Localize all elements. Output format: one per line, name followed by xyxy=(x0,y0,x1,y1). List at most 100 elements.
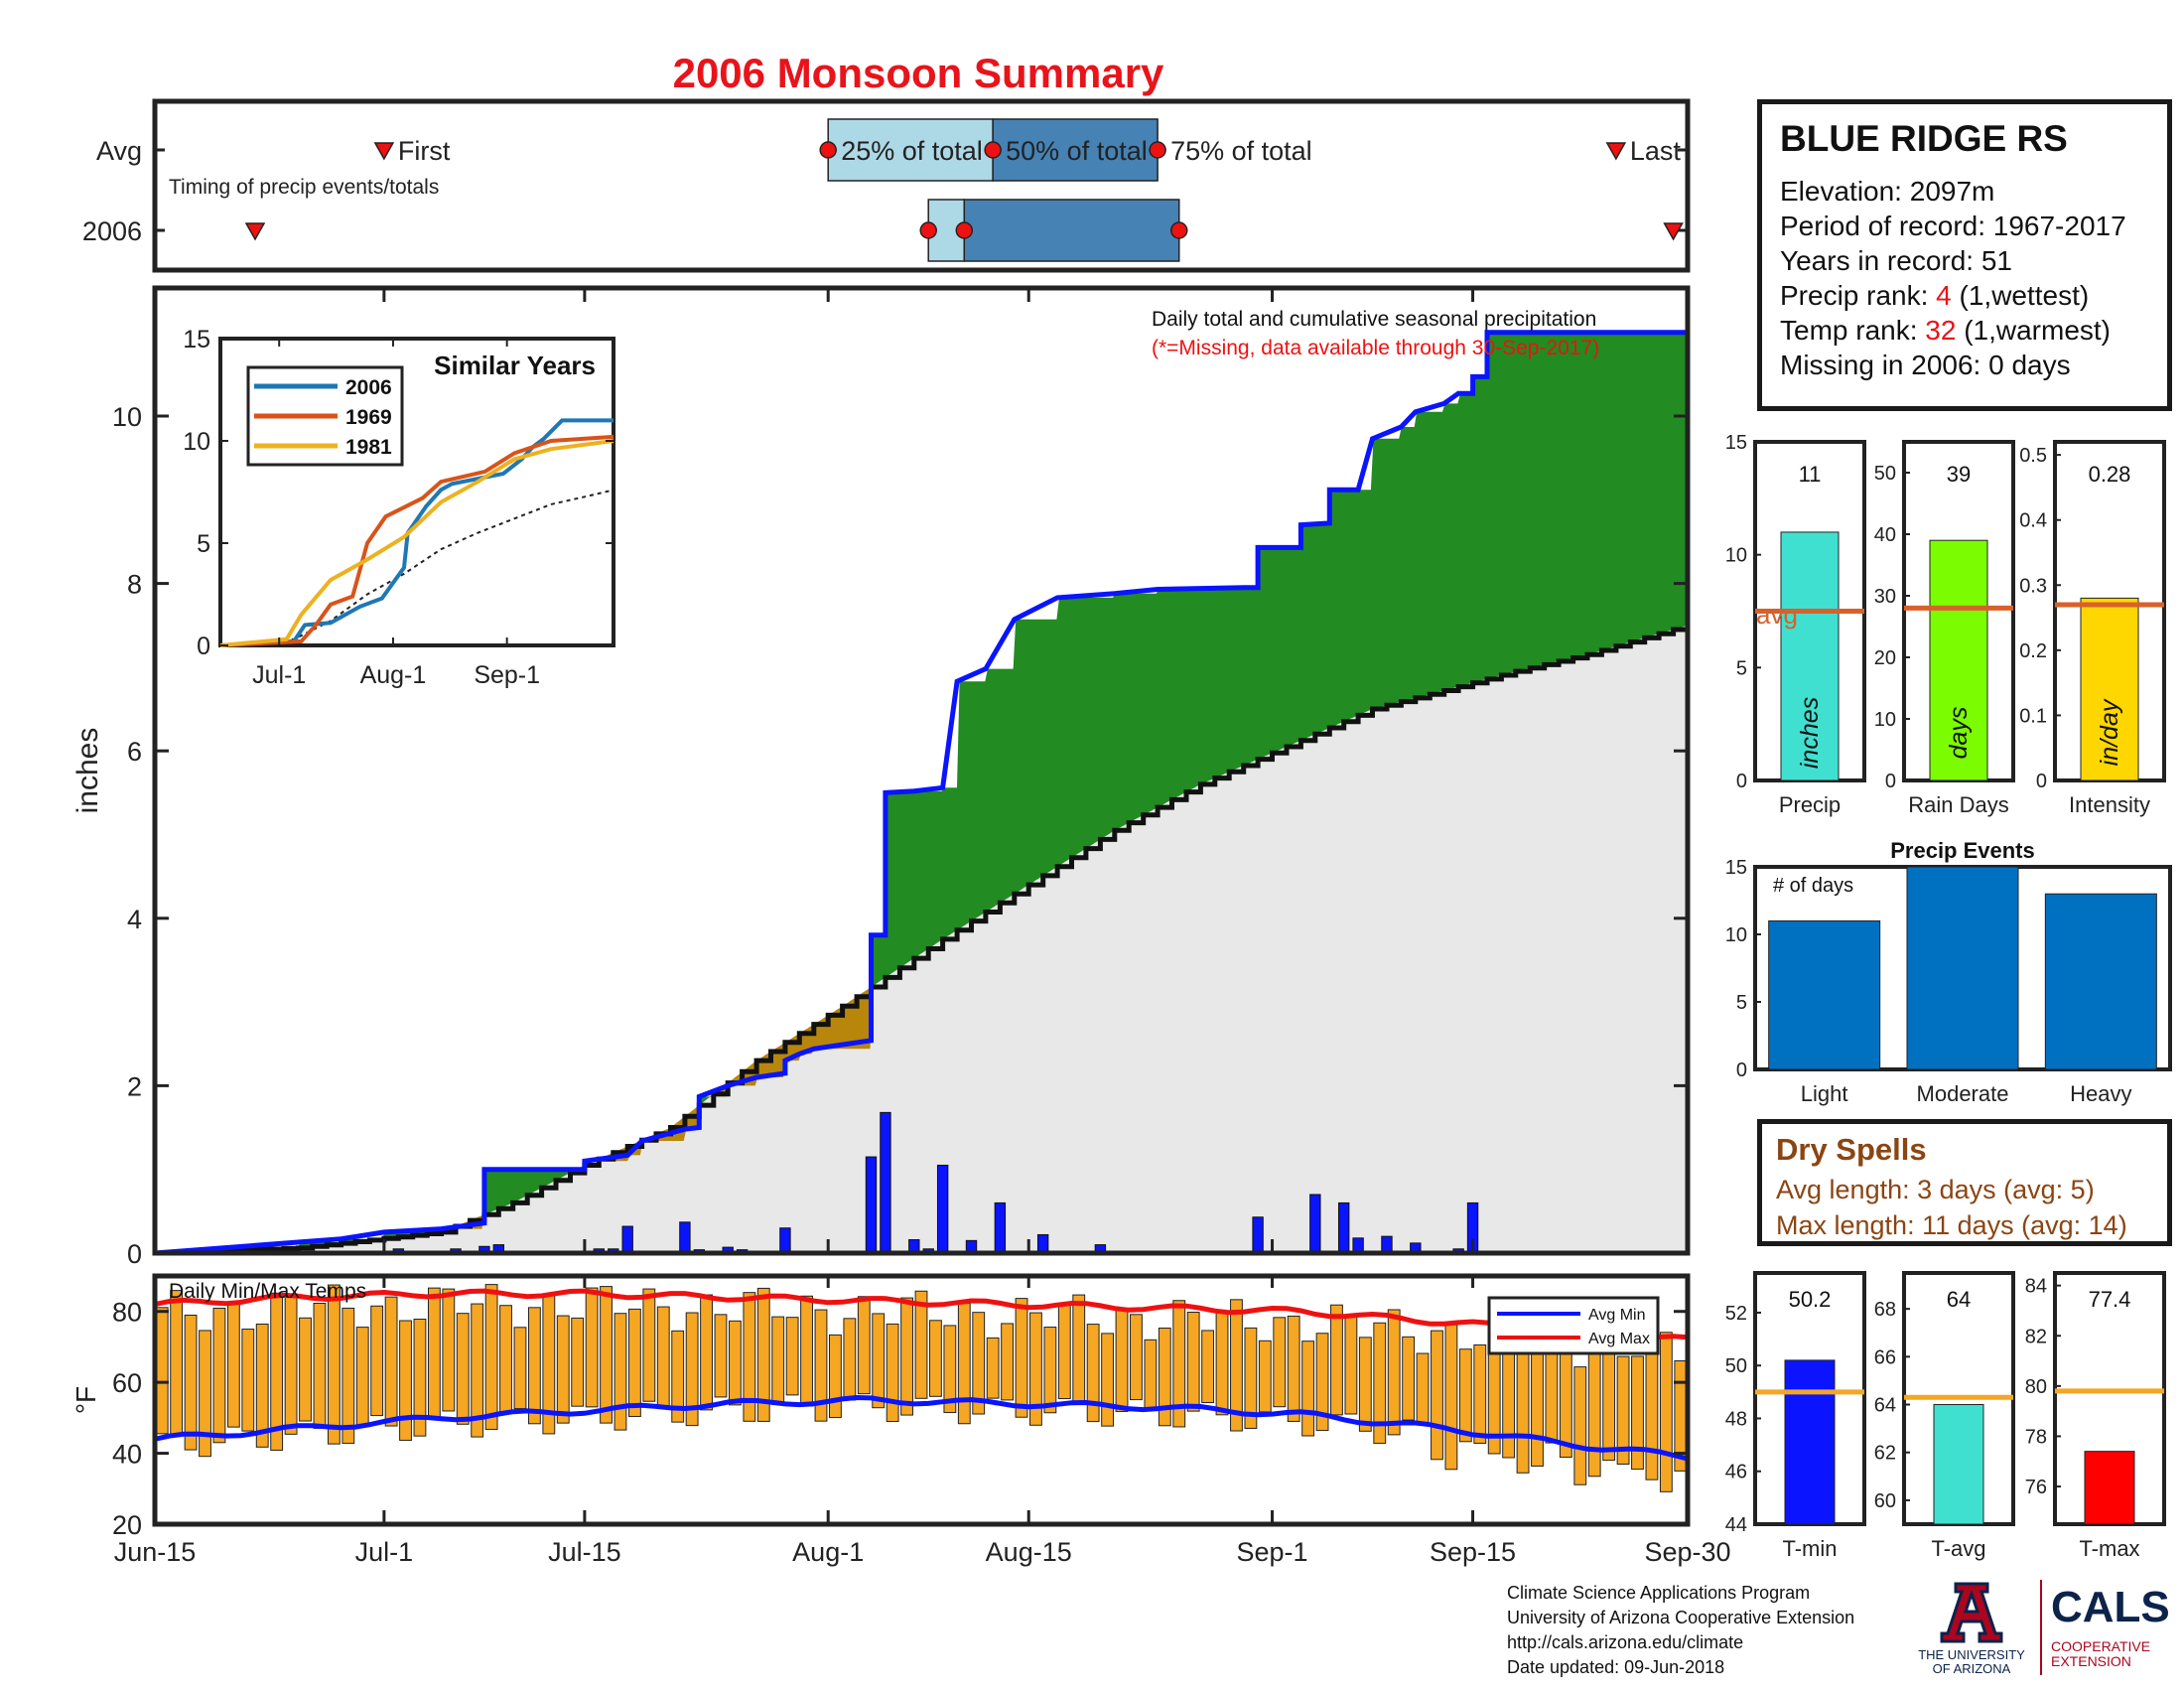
temp-range-bar xyxy=(685,1312,699,1427)
tsum-bar xyxy=(2084,1451,2135,1525)
temp-range-bar xyxy=(986,1337,1000,1399)
daily-precip-bar xyxy=(936,1164,949,1254)
inset-title: Similar Years xyxy=(434,351,596,380)
temp-range-bar xyxy=(255,1323,269,1448)
temps-panel: 20 40 60 80 Jun-15 Jul-1 Jul-15 Aug-1 Aug-15 Sep-… xyxy=(70,1273,1731,1567)
totals-value-label: 0.28 xyxy=(2089,462,2131,487)
totals-y-tick-label: 30 xyxy=(1874,586,1896,608)
temp-rank-value: 32 xyxy=(1925,315,1957,346)
totals-y-tick-label: 15 xyxy=(1725,432,1747,454)
ua-line-1: THE UNIVERSITY xyxy=(1918,1647,2025,1662)
timing-marker-first xyxy=(373,142,395,161)
main-y-tick-label: 2 xyxy=(127,1071,142,1101)
totals-y-tick-label: 0 xyxy=(1736,771,1747,792)
totals-y-tick-label: 0.1 xyxy=(2019,705,2047,727)
temp-range-bar xyxy=(943,1325,957,1414)
temp-range-bar xyxy=(413,1319,427,1437)
temp-range-bar xyxy=(1172,1300,1186,1428)
totals-y-tick-label: 0 xyxy=(1885,771,1896,792)
x-tick-label: Aug-15 xyxy=(986,1537,1072,1567)
logo-graphics: THE UNIVERSITY OF ARIZONA CALS COOPERATI… xyxy=(1918,1580,2170,1676)
daily-precip-bar xyxy=(1381,1235,1393,1254)
temp-range-bar xyxy=(814,1309,828,1422)
university-of-arizona-logo: THE UNIVERSITY OF ARIZONA xyxy=(1918,1582,2025,1676)
temp-range-bar xyxy=(1402,1336,1416,1421)
avg-min-line xyxy=(154,1394,1689,1462)
totals-category-label: Precip xyxy=(1779,792,1841,817)
inset-legend-label: 1981 xyxy=(345,436,392,459)
timing-label-last: Last xyxy=(1630,136,1682,166)
tsum-y-tick-label: 52 xyxy=(1725,1303,1747,1325)
temp-range-bar xyxy=(1387,1309,1401,1436)
temps-y-tick-label: 80 xyxy=(112,1298,142,1328)
inset-y-tick-label: 5 xyxy=(197,530,210,558)
temp-range-bar xyxy=(700,1294,713,1411)
temp-range-bar xyxy=(1631,1355,1644,1471)
temps-frame xyxy=(152,1273,1691,1527)
daily-precip-bar xyxy=(621,1225,633,1254)
temp-range-bar xyxy=(929,1320,942,1397)
temp-range-bar xyxy=(1287,1315,1300,1422)
tsum-y-tick-label: 76 xyxy=(2025,1477,2047,1498)
temp-range-bar xyxy=(872,1313,886,1409)
daily-precip-bar xyxy=(1252,1216,1264,1254)
temp-range-bar xyxy=(1086,1324,1100,1423)
timing-marker-last xyxy=(1605,142,1627,161)
precip-rank-label: Precip rank: xyxy=(1780,280,1937,311)
logos: THE UNIVERSITY OF ARIZONA CALS COOPERATI… xyxy=(1916,1574,2174,1678)
temp-range-bar xyxy=(1215,1311,1229,1416)
temp-range-bar xyxy=(1230,1299,1243,1432)
temp-range-bar xyxy=(212,1308,226,1444)
tsum-y-tick-label: 80 xyxy=(2025,1376,2047,1398)
precip-rank-value: 4 xyxy=(1936,280,1952,311)
precip-rank-note: (1,wettest) xyxy=(1951,280,2090,311)
temp-range-bar xyxy=(170,1290,184,1435)
station-years: Years in record: 51 xyxy=(1780,245,2012,276)
x-tick-label: Sep-15 xyxy=(1430,1537,1516,1567)
timing-label-q25: 25% of total xyxy=(841,136,983,166)
events-y-tick-label: 0 xyxy=(1736,1059,1747,1081)
temp-range-bar xyxy=(427,1287,441,1419)
events-y-tick-label: 5 xyxy=(1736,992,1747,1014)
cals-wordmark: CALS xyxy=(2051,1583,2170,1631)
temp-range-bar xyxy=(1072,1294,1086,1405)
main-y-tick-label: 6 xyxy=(127,737,142,767)
events-bar xyxy=(2044,893,2157,1070)
daily-precip-bar xyxy=(994,1201,1007,1254)
footer-line-4: Date updated: 09-Jun-2018 xyxy=(1507,1657,1725,1677)
temp-range-bar xyxy=(571,1317,585,1407)
temp-range-bar xyxy=(313,1302,327,1429)
timing-box-25-50 xyxy=(827,118,994,182)
temp-range-bar xyxy=(484,1284,498,1431)
tsum-category-label: T-min xyxy=(1783,1536,1838,1561)
events-y-tick-label: 15 xyxy=(1725,857,1747,879)
temp-rank-note: (1,warmest) xyxy=(1956,315,2112,346)
daily-precip-bar xyxy=(880,1111,891,1254)
footer-line-2: University of Arizona Cooperative Extens… xyxy=(1507,1608,1855,1627)
temp-range-bar xyxy=(471,1303,484,1438)
tsum-category-label: T-max xyxy=(2079,1536,2139,1561)
events-y-tick-label: 10 xyxy=(1725,924,1747,946)
temp-range-bar xyxy=(585,1287,599,1408)
temps-y-tick-label: 60 xyxy=(112,1368,142,1398)
totals-y-tick-label: 0.3 xyxy=(2019,575,2047,597)
tsum-y-tick-label: 62 xyxy=(1874,1443,1896,1465)
tsum-value-label: 50.2 xyxy=(1789,1287,1832,1312)
temp-range-bar xyxy=(456,1313,470,1425)
temp-range-bar xyxy=(656,1306,670,1407)
tsum-bar xyxy=(1784,1359,1836,1525)
totals-y-tick-label: 0 xyxy=(2036,771,2047,792)
temp-range-bar xyxy=(499,1305,512,1413)
temp-range-bar xyxy=(1416,1352,1430,1424)
temp-range-bar xyxy=(442,1288,456,1412)
inset-average-line xyxy=(219,489,614,646)
temp-range-bar xyxy=(1057,1303,1071,1400)
events-category-label: Heavy xyxy=(2070,1081,2131,1106)
temp-range-bar xyxy=(341,1307,355,1445)
timing-box-50-75 xyxy=(963,199,1180,262)
inset-series-1981 xyxy=(219,439,614,647)
totals-value-label: 11 xyxy=(1799,462,1822,487)
temp-range-bar xyxy=(1130,1314,1143,1401)
main-annotation-missing: (*=Missing, data available through 30-Se… xyxy=(1152,337,1599,359)
